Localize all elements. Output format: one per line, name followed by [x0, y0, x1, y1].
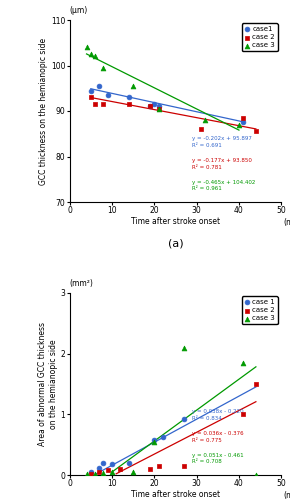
case 2 [241, 410, 246, 418]
Text: (μm): (μm) [70, 6, 88, 15]
case 3 [253, 471, 258, 479]
case 1 [152, 436, 157, 444]
Text: y = -0.202x + 95.897
R² = 0.691: y = -0.202x + 95.897 R² = 0.691 [192, 136, 252, 147]
case 3 [110, 468, 114, 476]
case 3 [131, 468, 135, 476]
case 3 [182, 344, 186, 351]
case1 [152, 100, 157, 108]
case 1 [88, 468, 93, 476]
case 2 [105, 466, 110, 474]
X-axis label: Time after stroke onset: Time after stroke onset [131, 490, 220, 498]
case1 [97, 82, 101, 90]
case 2 [88, 94, 93, 102]
case1 [105, 91, 110, 99]
case 3 [101, 64, 106, 72]
case 2 [88, 470, 93, 478]
case 1 [182, 414, 186, 422]
case 3 [152, 438, 157, 446]
case 3 [203, 116, 207, 124]
case 3 [93, 470, 97, 478]
Y-axis label: GCC thickness on the hemianopic side: GCC thickness on the hemianopic side [39, 38, 48, 184]
case 2 [126, 100, 131, 108]
case 2 [93, 100, 97, 108]
case 3 [101, 469, 106, 477]
case 1 [97, 464, 101, 471]
case 3 [156, 104, 161, 112]
case 2 [97, 468, 101, 476]
case 2 [182, 462, 186, 470]
case 2 [253, 380, 258, 388]
case 2 [199, 125, 203, 133]
Text: (mm²): (mm²) [70, 278, 93, 287]
case1 [88, 86, 93, 94]
case 3 [131, 82, 135, 90]
case 3 [84, 44, 89, 52]
Text: (a): (a) [168, 238, 183, 248]
case 3 [241, 359, 246, 367]
Text: (months): (months) [283, 218, 290, 228]
case 3 [237, 120, 241, 128]
case 2 [148, 102, 152, 110]
case 2 [101, 100, 106, 108]
case 1 [126, 459, 131, 467]
X-axis label: Time after stroke onset: Time after stroke onset [131, 216, 220, 226]
case 3 [84, 470, 89, 478]
case 2 [241, 114, 246, 122]
case 3 [88, 50, 93, 58]
case 1 [110, 460, 114, 468]
case 2 [156, 104, 161, 112]
case1 [148, 102, 152, 110]
Legend: case1, case 2, case 3: case1, case 2, case 3 [242, 24, 278, 51]
Text: y = 0.038x - 0.220
R² = 0.834: y = 0.038x - 0.220 R² = 0.834 [192, 410, 244, 420]
case 2 [118, 465, 123, 473]
Text: y = -0.465x + 104.402
R² = 0.961: y = -0.465x + 104.402 R² = 0.961 [192, 180, 256, 192]
Text: y = 0.036x - 0.376
R² = 0.775: y = 0.036x - 0.376 R² = 0.775 [192, 432, 244, 442]
Text: y = -0.177x + 93.850
R² = 0.781: y = -0.177x + 93.850 R² = 0.781 [192, 158, 252, 170]
case 1 [101, 459, 106, 467]
case 2 [253, 128, 258, 136]
case1 [126, 94, 131, 102]
case 1 [160, 433, 165, 441]
case1 [156, 102, 161, 110]
case 2 [148, 465, 152, 473]
Text: (months): (months) [283, 492, 290, 500]
Y-axis label: Area of abnormal GCC thickness
on the hemianopic side: Area of abnormal GCC thickness on the he… [38, 322, 58, 446]
Text: y = 0.051x - 0.461
R² = 0.708: y = 0.051x - 0.461 R² = 0.708 [192, 453, 244, 464]
Legend: case 1, case 2, case 3: case 1, case 2, case 3 [242, 296, 278, 324]
case1 [241, 118, 246, 126]
case 2 [156, 462, 161, 470]
case 3 [93, 52, 97, 60]
